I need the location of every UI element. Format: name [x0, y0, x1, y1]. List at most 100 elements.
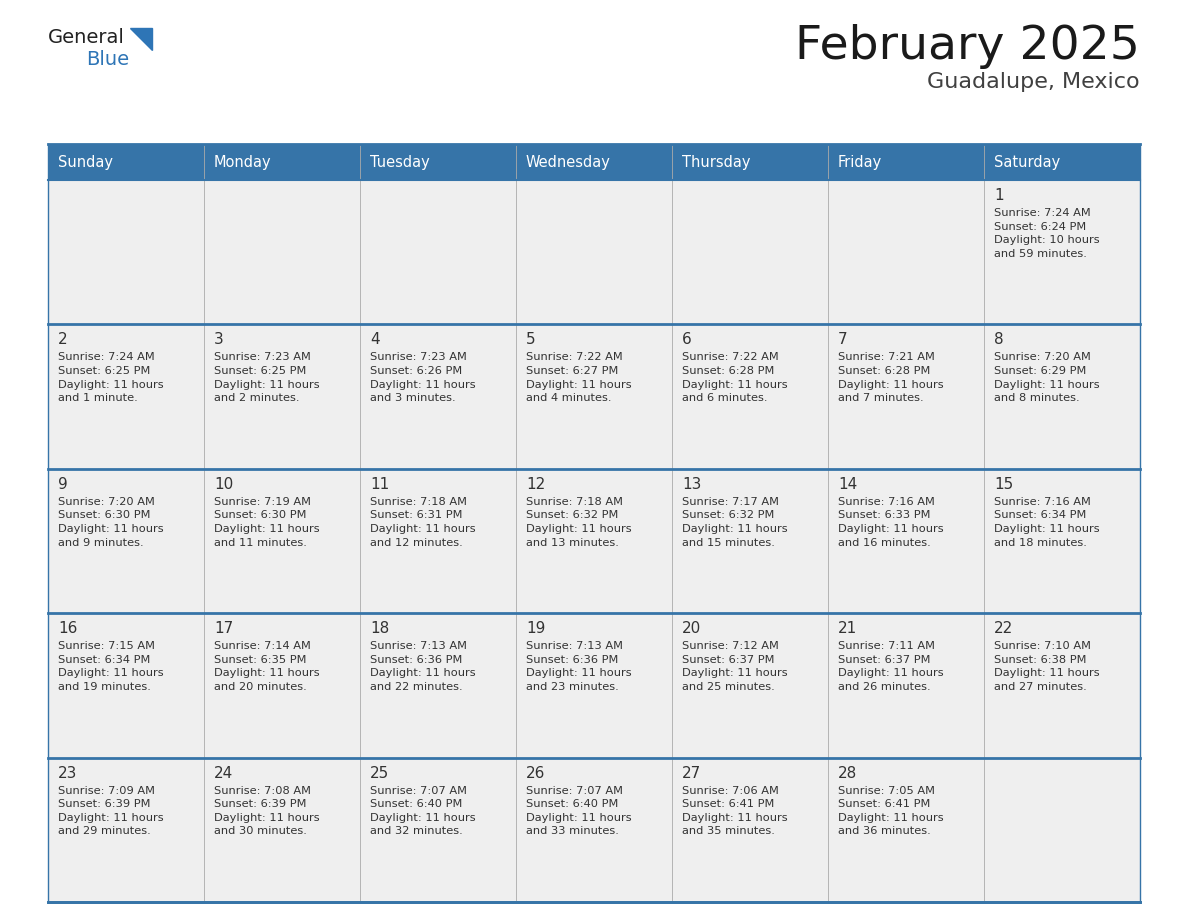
Text: 13: 13 — [682, 476, 701, 492]
Text: 10: 10 — [214, 476, 233, 492]
Bar — [828, 757, 984, 902]
Text: Sunrise: 7:22 AM
Sunset: 6:28 PM
Daylight: 11 hours
and 6 minutes.: Sunrise: 7:22 AM Sunset: 6:28 PM Dayligh… — [682, 353, 788, 403]
Text: Sunrise: 7:05 AM
Sunset: 6:41 PM
Daylight: 11 hours
and 36 minutes.: Sunrise: 7:05 AM Sunset: 6:41 PM Dayligh… — [838, 786, 943, 836]
Text: Sunrise: 7:07 AM
Sunset: 6:40 PM
Daylight: 11 hours
and 32 minutes.: Sunrise: 7:07 AM Sunset: 6:40 PM Dayligh… — [369, 786, 475, 836]
Text: Sunrise: 7:11 AM
Sunset: 6:37 PM
Daylight: 11 hours
and 26 minutes.: Sunrise: 7:11 AM Sunset: 6:37 PM Dayligh… — [838, 641, 943, 692]
Text: Sunrise: 7:18 AM
Sunset: 6:31 PM
Daylight: 11 hours
and 12 minutes.: Sunrise: 7:18 AM Sunset: 6:31 PM Dayligh… — [369, 497, 475, 548]
Text: Sunrise: 7:23 AM
Sunset: 6:26 PM
Daylight: 11 hours
and 3 minutes.: Sunrise: 7:23 AM Sunset: 6:26 PM Dayligh… — [369, 353, 475, 403]
Bar — [204, 757, 360, 902]
Bar — [204, 180, 360, 324]
Bar — [672, 180, 828, 324]
Text: 19: 19 — [526, 621, 545, 636]
Text: 6: 6 — [682, 332, 691, 347]
Text: 9: 9 — [58, 476, 68, 492]
Bar — [360, 180, 516, 324]
Text: Thursday: Thursday — [682, 154, 751, 170]
Bar — [516, 757, 672, 902]
Text: February 2025: February 2025 — [795, 24, 1140, 69]
Text: Sunday: Sunday — [58, 154, 113, 170]
Text: 2: 2 — [58, 332, 68, 347]
Bar — [204, 613, 360, 757]
Bar — [672, 144, 828, 180]
Text: Sunrise: 7:20 AM
Sunset: 6:30 PM
Daylight: 11 hours
and 9 minutes.: Sunrise: 7:20 AM Sunset: 6:30 PM Dayligh… — [58, 497, 164, 548]
Bar — [984, 757, 1140, 902]
Bar — [360, 757, 516, 902]
Text: 15: 15 — [994, 476, 1013, 492]
Text: 7: 7 — [838, 332, 847, 347]
Text: Wednesday: Wednesday — [526, 154, 611, 170]
Bar — [984, 613, 1140, 757]
Text: Sunrise: 7:13 AM
Sunset: 6:36 PM
Daylight: 11 hours
and 22 minutes.: Sunrise: 7:13 AM Sunset: 6:36 PM Dayligh… — [369, 641, 475, 692]
Bar — [360, 144, 516, 180]
Bar — [672, 613, 828, 757]
Bar — [360, 324, 516, 469]
Text: Monday: Monday — [214, 154, 272, 170]
Text: 11: 11 — [369, 476, 390, 492]
Text: 20: 20 — [682, 621, 701, 636]
Bar — [672, 469, 828, 613]
Bar — [516, 180, 672, 324]
Text: Sunrise: 7:17 AM
Sunset: 6:32 PM
Daylight: 11 hours
and 15 minutes.: Sunrise: 7:17 AM Sunset: 6:32 PM Dayligh… — [682, 497, 788, 548]
Text: Sunrise: 7:14 AM
Sunset: 6:35 PM
Daylight: 11 hours
and 20 minutes.: Sunrise: 7:14 AM Sunset: 6:35 PM Dayligh… — [214, 641, 320, 692]
Text: Sunrise: 7:12 AM
Sunset: 6:37 PM
Daylight: 11 hours
and 25 minutes.: Sunrise: 7:12 AM Sunset: 6:37 PM Dayligh… — [682, 641, 788, 692]
Text: 23: 23 — [58, 766, 77, 780]
Text: Friday: Friday — [838, 154, 883, 170]
Polygon shape — [129, 28, 152, 50]
Text: Sunrise: 7:07 AM
Sunset: 6:40 PM
Daylight: 11 hours
and 33 minutes.: Sunrise: 7:07 AM Sunset: 6:40 PM Dayligh… — [526, 786, 632, 836]
Bar — [360, 613, 516, 757]
Bar — [984, 469, 1140, 613]
Text: 8: 8 — [994, 332, 1004, 347]
Bar — [516, 469, 672, 613]
Text: Sunrise: 7:24 AM
Sunset: 6:25 PM
Daylight: 11 hours
and 1 minute.: Sunrise: 7:24 AM Sunset: 6:25 PM Dayligh… — [58, 353, 164, 403]
Text: Sunrise: 7:15 AM
Sunset: 6:34 PM
Daylight: 11 hours
and 19 minutes.: Sunrise: 7:15 AM Sunset: 6:34 PM Dayligh… — [58, 641, 164, 692]
Bar — [360, 469, 516, 613]
Text: 14: 14 — [838, 476, 858, 492]
Bar — [828, 144, 984, 180]
Text: 22: 22 — [994, 621, 1013, 636]
Text: 3: 3 — [214, 332, 223, 347]
Bar — [516, 324, 672, 469]
Bar — [516, 613, 672, 757]
Bar — [672, 324, 828, 469]
Text: 1: 1 — [994, 188, 1004, 203]
Text: Sunrise: 7:16 AM
Sunset: 6:33 PM
Daylight: 11 hours
and 16 minutes.: Sunrise: 7:16 AM Sunset: 6:33 PM Dayligh… — [838, 497, 943, 548]
Bar — [48, 144, 204, 180]
Text: 21: 21 — [838, 621, 858, 636]
Bar — [828, 469, 984, 613]
Bar — [48, 469, 204, 613]
Text: 18: 18 — [369, 621, 390, 636]
Text: 4: 4 — [369, 332, 380, 347]
Text: Guadalupe, Mexico: Guadalupe, Mexico — [928, 72, 1140, 92]
Text: Sunrise: 7:23 AM
Sunset: 6:25 PM
Daylight: 11 hours
and 2 minutes.: Sunrise: 7:23 AM Sunset: 6:25 PM Dayligh… — [214, 353, 320, 403]
Bar — [204, 469, 360, 613]
Bar — [984, 180, 1140, 324]
Text: Sunrise: 7:24 AM
Sunset: 6:24 PM
Daylight: 10 hours
and 59 minutes.: Sunrise: 7:24 AM Sunset: 6:24 PM Dayligh… — [994, 208, 1100, 259]
Text: 16: 16 — [58, 621, 77, 636]
Bar — [48, 613, 204, 757]
Text: Sunrise: 7:18 AM
Sunset: 6:32 PM
Daylight: 11 hours
and 13 minutes.: Sunrise: 7:18 AM Sunset: 6:32 PM Dayligh… — [526, 497, 632, 548]
Text: Sunrise: 7:13 AM
Sunset: 6:36 PM
Daylight: 11 hours
and 23 minutes.: Sunrise: 7:13 AM Sunset: 6:36 PM Dayligh… — [526, 641, 632, 692]
Text: Sunrise: 7:20 AM
Sunset: 6:29 PM
Daylight: 11 hours
and 8 minutes.: Sunrise: 7:20 AM Sunset: 6:29 PM Dayligh… — [994, 353, 1100, 403]
Bar — [984, 324, 1140, 469]
Bar — [828, 324, 984, 469]
Bar — [828, 180, 984, 324]
Text: 24: 24 — [214, 766, 233, 780]
Text: Sunrise: 7:21 AM
Sunset: 6:28 PM
Daylight: 11 hours
and 7 minutes.: Sunrise: 7:21 AM Sunset: 6:28 PM Dayligh… — [838, 353, 943, 403]
Text: 27: 27 — [682, 766, 701, 780]
Text: Sunrise: 7:08 AM
Sunset: 6:39 PM
Daylight: 11 hours
and 30 minutes.: Sunrise: 7:08 AM Sunset: 6:39 PM Dayligh… — [214, 786, 320, 836]
Text: Sunrise: 7:22 AM
Sunset: 6:27 PM
Daylight: 11 hours
and 4 minutes.: Sunrise: 7:22 AM Sunset: 6:27 PM Dayligh… — [526, 353, 632, 403]
Bar — [828, 613, 984, 757]
Bar — [672, 757, 828, 902]
Text: Sunrise: 7:16 AM
Sunset: 6:34 PM
Daylight: 11 hours
and 18 minutes.: Sunrise: 7:16 AM Sunset: 6:34 PM Dayligh… — [994, 497, 1100, 548]
Text: 28: 28 — [838, 766, 858, 780]
Text: Sunrise: 7:19 AM
Sunset: 6:30 PM
Daylight: 11 hours
and 11 minutes.: Sunrise: 7:19 AM Sunset: 6:30 PM Dayligh… — [214, 497, 320, 548]
Text: General: General — [48, 28, 125, 47]
Text: Blue: Blue — [86, 50, 129, 69]
Text: 12: 12 — [526, 476, 545, 492]
Bar — [48, 757, 204, 902]
Bar — [516, 144, 672, 180]
Text: Saturday: Saturday — [994, 154, 1060, 170]
Text: 26: 26 — [526, 766, 545, 780]
Bar — [48, 324, 204, 469]
Bar — [204, 144, 360, 180]
